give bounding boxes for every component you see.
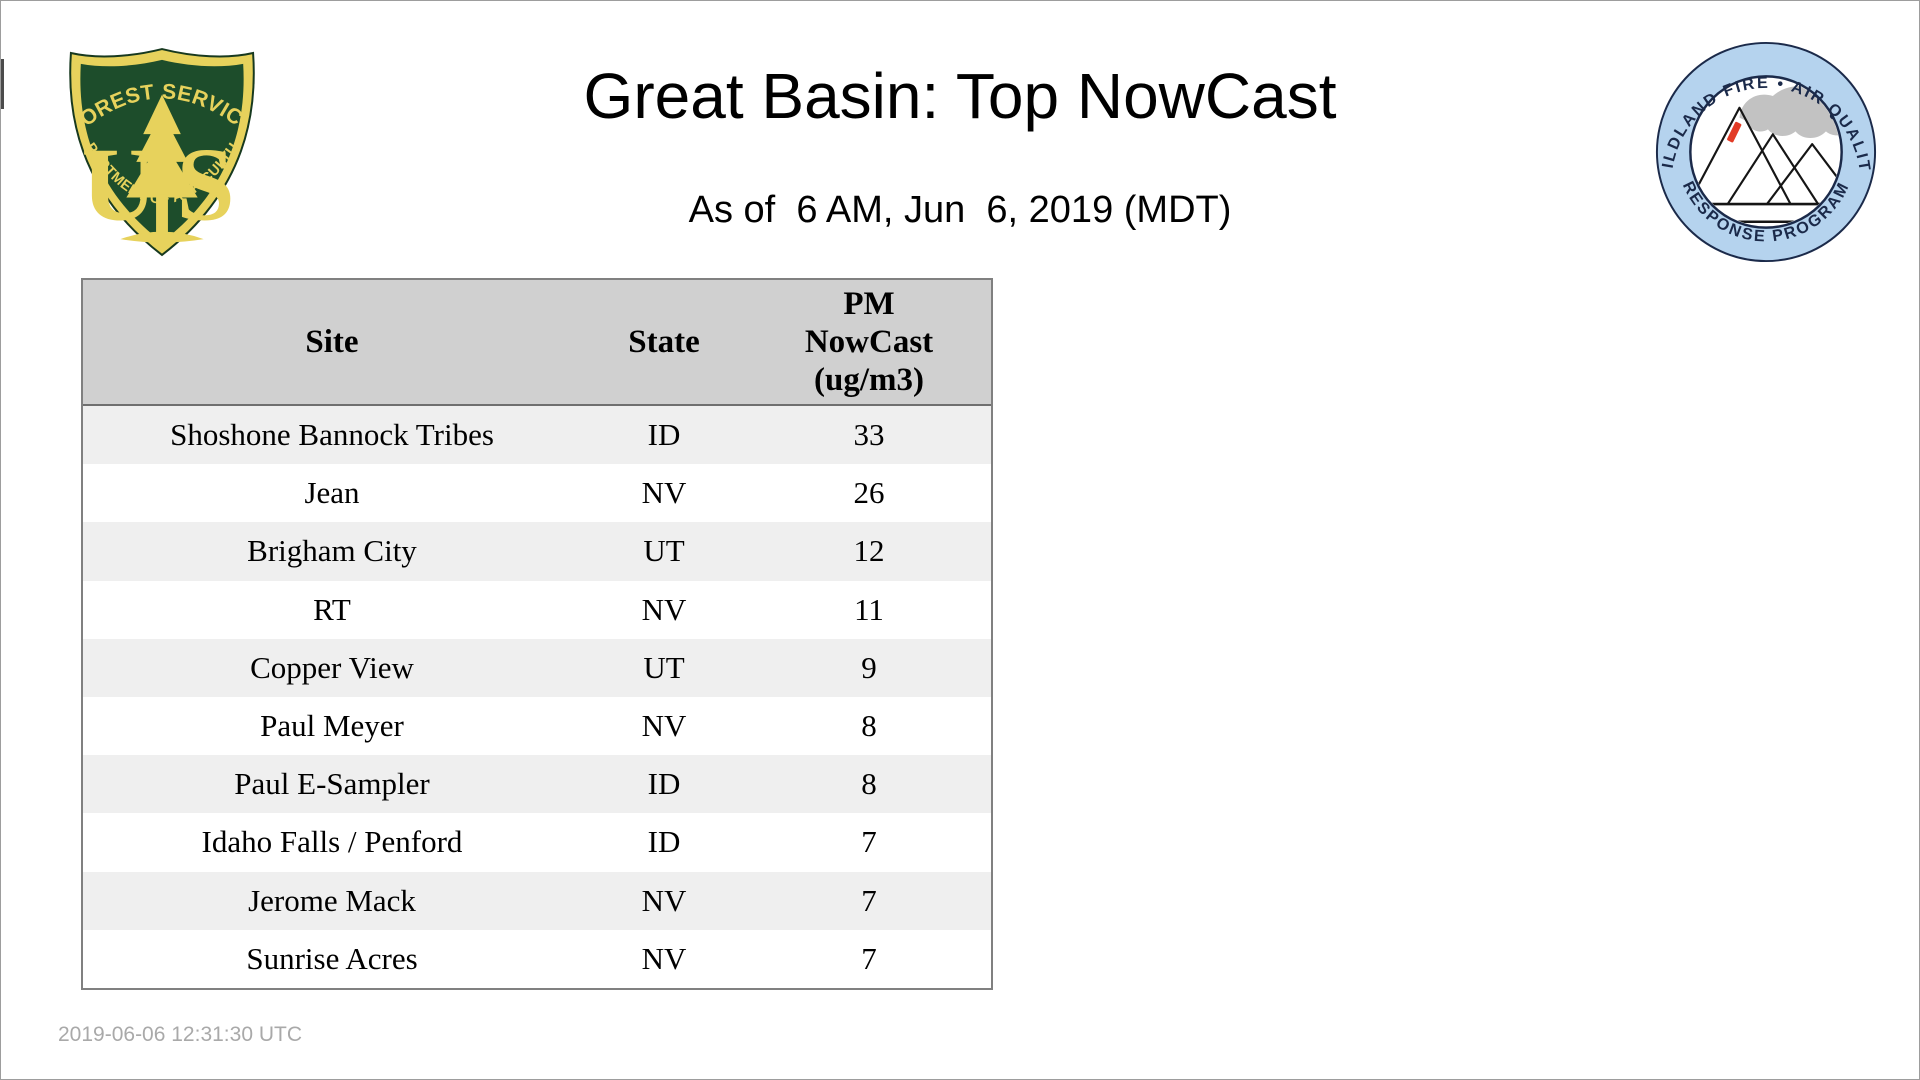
left-edge-mark bbox=[1, 59, 4, 109]
row-cell-pm: 7 bbox=[861, 940, 877, 976]
row-cell-state: NV bbox=[641, 475, 687, 511]
row-cell-site: Brigham City bbox=[247, 533, 417, 569]
fire-mark-icon bbox=[1727, 121, 1742, 143]
row-cell-state: ID bbox=[647, 766, 681, 802]
row-cell-pm: 9 bbox=[861, 649, 877, 685]
pm-header-line-3: (ug/m3) bbox=[814, 362, 924, 399]
row-cell-pm: 8 bbox=[861, 708, 877, 744]
row-cell-pm: 26 bbox=[853, 475, 885, 511]
row-cell-pm: 11 bbox=[854, 591, 884, 627]
table-header-row: Site State PM NowCast (ug/m3) bbox=[83, 280, 991, 406]
table-row: Idaho Falls / Penford ID 7 bbox=[83, 813, 991, 872]
table-row: Shoshone Bannock Tribes ID 33 bbox=[83, 406, 991, 465]
pine-tree-icon bbox=[120, 94, 204, 243]
nowcast-table: Site State PM NowCast (ug/m3) Shoshone B… bbox=[81, 278, 993, 990]
page-title: Great Basin: Top NowCast bbox=[583, 60, 1337, 132]
table-body: Shoshone Bannock Tribes ID 33 Jean NV 26… bbox=[83, 406, 991, 988]
table-row: Brigham City UT 12 bbox=[83, 522, 991, 581]
table-row: Jean NV 26 bbox=[83, 464, 991, 523]
generated-timestamp: 2019-06-06 12:31:30 UTC bbox=[58, 1023, 302, 1046]
column-header-pm-nowcast: PM NowCast (ug/m3) bbox=[747, 285, 991, 400]
row-cell-site: RT bbox=[313, 591, 351, 627]
row-cell-state: ID bbox=[647, 824, 681, 860]
row-cell-state: UT bbox=[643, 533, 685, 569]
row-cell-pm: 7 bbox=[861, 882, 877, 918]
row-cell-pm: 12 bbox=[853, 533, 885, 569]
row-cell-pm: 7 bbox=[861, 824, 877, 860]
table-row: RT NV 11 bbox=[83, 580, 991, 639]
row-cell-site: Jerome Mack bbox=[248, 882, 416, 918]
row-cell-site: Paul Meyer bbox=[260, 708, 404, 744]
row-cell-state: NV bbox=[641, 940, 687, 976]
pm-header-line-1: PM bbox=[843, 285, 895, 322]
pm-header-line-2: NowCast bbox=[804, 323, 934, 360]
column-header-state: State bbox=[628, 323, 700, 360]
row-cell-pm: 8 bbox=[861, 766, 877, 802]
row-cell-state: UT bbox=[643, 649, 685, 685]
table-row: Paul Meyer NV 8 bbox=[83, 696, 991, 756]
row-cell-site: Paul E-Sampler bbox=[234, 766, 430, 802]
wfaqrp-logo: WILDLAND FIRE • AIR QUALITY RESPONSE PRO… bbox=[1653, 39, 1877, 263]
column-header-site: Site bbox=[305, 323, 359, 360]
row-cell-site: Idaho Falls / Penford bbox=[201, 824, 463, 860]
mountain-right bbox=[1766, 143, 1841, 205]
mountain-middle bbox=[1726, 133, 1819, 205]
row-cell-state: NV bbox=[641, 708, 687, 744]
forest-service-logo: FOREST SERVICE DEPARTMENT OF AGRICULTURE… bbox=[63, 41, 255, 257]
mountain-left bbox=[1691, 106, 1792, 205]
row-cell-state: NV bbox=[641, 591, 687, 627]
row-cell-state: ID bbox=[647, 417, 681, 453]
row-cell-pm: 33 bbox=[853, 417, 885, 453]
table-row: Jerome Mack NV 7 bbox=[83, 871, 991, 930]
row-cell-site: Jean bbox=[304, 475, 360, 511]
table-row: Copper View UT 9 bbox=[83, 638, 991, 697]
row-cell-site: Sunrise Acres bbox=[246, 940, 418, 976]
table-row: Paul E-Sampler ID 8 bbox=[83, 755, 991, 814]
table-row: Sunrise Acres NV 7 bbox=[83, 929, 991, 988]
page-subtitle: As of 6 AM, Jun 6, 2019 (MDT) bbox=[688, 189, 1232, 231]
row-cell-state: NV bbox=[641, 882, 687, 918]
row-cell-site: Copper View bbox=[250, 649, 414, 685]
row-cell-site: Shoshone Bannock Tribes bbox=[170, 417, 494, 453]
